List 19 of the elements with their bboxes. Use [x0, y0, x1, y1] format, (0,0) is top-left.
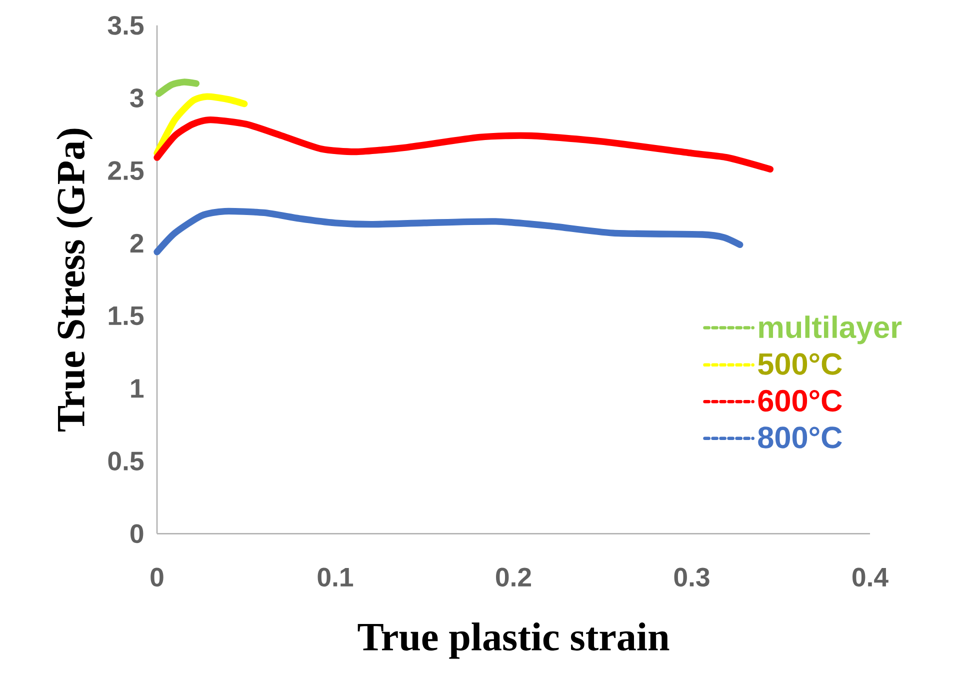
y-tick-label: 2 — [130, 234, 144, 253]
y-axis-title: True Stress (GPa) — [56, 128, 93, 432]
legend-label: 600°C — [758, 390, 842, 412]
y-tick-label: 1 — [131, 379, 144, 398]
x-tick-label: 0.4 — [852, 568, 888, 587]
y-tick-label: 3 — [130, 88, 144, 108]
legend-label: multilayer — [759, 316, 902, 344]
x-tick-label: 0.2 — [496, 568, 531, 587]
y-tick-label: 3.5 — [108, 16, 144, 35]
y-tick-label: 0.5 — [108, 452, 144, 470]
y-tick-label: 1.5 — [108, 306, 144, 326]
x-axis-title: True plastic strain — [358, 622, 670, 659]
x-tick-label: 0 — [150, 568, 164, 587]
y-tick-label: 2.5 — [108, 161, 144, 180]
y-tick-label: 0 — [130, 524, 144, 544]
legend-label: 500°C — [758, 353, 842, 375]
x-tick-label: 0.3 — [674, 568, 710, 587]
legend-label: 800°C — [758, 426, 842, 448]
x-tick-label: 0.1 — [318, 568, 354, 587]
